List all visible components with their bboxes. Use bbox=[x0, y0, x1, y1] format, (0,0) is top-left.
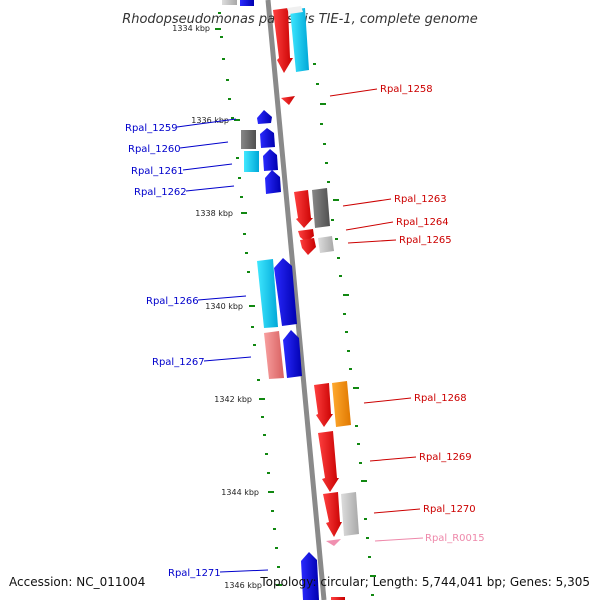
scale-label-1338: 1338 kbp bbox=[195, 209, 233, 218]
gene-feature-rpal-1267[interactable] bbox=[283, 330, 302, 378]
gene-feature-top-blue[interactable] bbox=[240, 0, 254, 6]
gene-feature-top-white[interactable] bbox=[287, 6, 303, 14]
gene-feature-bottom-red[interactable] bbox=[331, 597, 345, 600]
gene-feature-rpal-1262[interactable] bbox=[265, 170, 281, 194]
scale-label-1334: 1334 kbp bbox=[172, 24, 210, 33]
gene-feature-rpal-1265-red[interactable] bbox=[300, 238, 316, 255]
gene-label-rpal-1266[interactable]: Rpal_1266 bbox=[146, 296, 199, 307]
accession-text: Accession: NC_011004 bbox=[9, 575, 145, 589]
leader-line-rpal-r0015 bbox=[374, 537, 424, 542]
gene-feature-rpal-1266-cyan[interactable] bbox=[257, 259, 278, 328]
leader-lines-left bbox=[176, 118, 269, 573]
topology-text: Topology: circular; Length: 5,744,041 bp… bbox=[259, 575, 590, 589]
gene-feature-rpal-1263[interactable] bbox=[294, 190, 313, 228]
gene-feature-rpal-1267-pink[interactable] bbox=[264, 331, 284, 379]
gene-feature-rpal-1259[interactable] bbox=[257, 110, 272, 124]
gene-feature-rpal-1268[interactable] bbox=[314, 383, 333, 427]
scale-label-1340: 1340 kbp bbox=[205, 302, 243, 311]
gene-label-rpal-1270[interactable]: Rpal_1270 bbox=[423, 504, 476, 515]
major-ticks bbox=[215, 28, 282, 586]
gene-label-rpal-1258[interactable]: Rpal_1258 bbox=[380, 84, 433, 95]
gene-feature-rpal-1260[interactable] bbox=[260, 128, 275, 148]
gene-feature-top-gray[interactable] bbox=[222, 0, 237, 5]
gene-label-rpal-1269[interactable]: Rpal_1269 bbox=[419, 452, 472, 463]
gene-label-rpal-1265[interactable]: Rpal_1265 bbox=[399, 235, 452, 246]
gene-label-rpal-1260[interactable]: Rpal_1260 bbox=[128, 144, 181, 155]
gene-feature-rpal-r0015[interactable] bbox=[326, 539, 341, 546]
gene-label-rpal-1268[interactable]: Rpal_1268 bbox=[414, 393, 467, 404]
gene-feature-rpal-1261[interactable] bbox=[263, 149, 278, 171]
gene-feature-top-cyan[interactable] bbox=[290, 8, 309, 72]
outer-ticks bbox=[313, 63, 376, 596]
scale-label-1342: 1342 kbp bbox=[214, 395, 252, 404]
gene-feature-rpal-1270[interactable] bbox=[323, 492, 342, 537]
gene-feature-rpal-1265[interactable] bbox=[318, 236, 334, 253]
gene-feature-rpal-1266[interactable] bbox=[274, 258, 297, 326]
gene-feature-lgray-c[interactable] bbox=[341, 492, 359, 536]
gene-label-rpal-1259[interactable]: Rpal_1259 bbox=[125, 123, 178, 134]
gene-feature-orange[interactable] bbox=[332, 381, 351, 427]
scale-label-1344: 1344 kbp bbox=[221, 488, 259, 497]
genome-backbone bbox=[265, 0, 327, 600]
gene-label-rpal-1261[interactable]: Rpal_1261 bbox=[131, 166, 184, 177]
inner-ticks bbox=[218, 12, 280, 568]
gene-feature-cyan-a[interactable] bbox=[244, 151, 259, 172]
gene-label-rpal-1267[interactable]: Rpal_1267 bbox=[152, 357, 205, 368]
gene-feature-rpal-1258[interactable] bbox=[281, 96, 295, 105]
gene-label-rpal-1264[interactable]: Rpal_1264 bbox=[396, 217, 449, 228]
gene-label-rpal-r0015[interactable]: Rpal_R0015 bbox=[425, 533, 485, 544]
scale-label-1336: 1336 kbp bbox=[191, 116, 229, 125]
gene-feature-rpal-1269[interactable] bbox=[318, 431, 339, 492]
scale-label-1346: 1346 kbp bbox=[224, 581, 262, 590]
gene-feature-top-red[interactable] bbox=[273, 8, 293, 73]
leader-lines-right bbox=[329, 88, 421, 514]
gene-feature-rpal-1271[interactable] bbox=[301, 552, 319, 600]
gene-label-rpal-1271[interactable]: Rpal_1271 bbox=[168, 568, 221, 579]
gene-label-rpal-1262[interactable]: Rpal_1262 bbox=[134, 187, 187, 198]
gene-label-rpal-1263[interactable]: Rpal_1263 bbox=[394, 194, 447, 205]
gene-feature-gray-a[interactable] bbox=[241, 130, 256, 149]
gene-feature-gray-b[interactable] bbox=[312, 188, 330, 228]
